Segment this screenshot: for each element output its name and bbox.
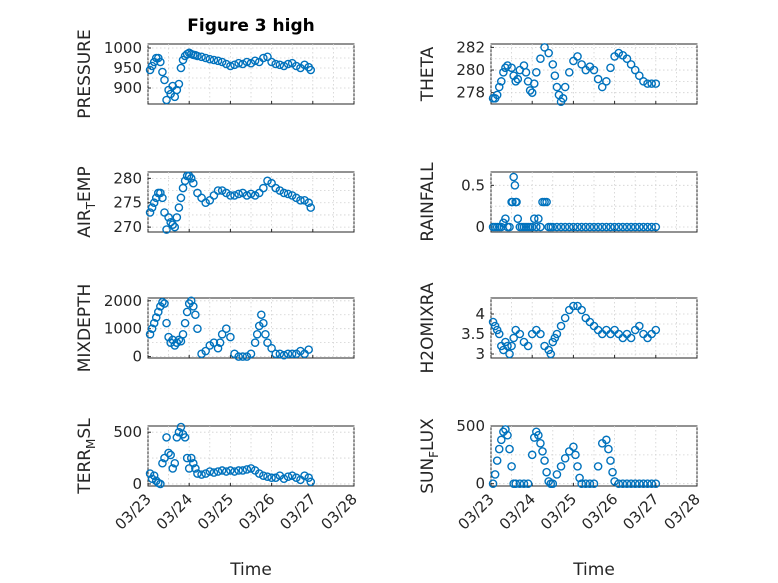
- y-tick-label: 0.5: [461, 176, 485, 194]
- y-tick-label: 275: [113, 194, 142, 212]
- x-tick-label: 03/27: [276, 490, 319, 533]
- y-axis-label: AIRTEMP: [75, 166, 98, 237]
- y-tick-label: 900: [113, 79, 142, 97]
- subplot-terr_msl: 0 500 TERRMSL 03/2303/2403/2503/2603/2703/2…: [75, 418, 361, 534]
- y-axis-label: THETA: [418, 46, 438, 102]
- y-axis-label: SUNFLUX: [418, 418, 441, 494]
- y-tick-label: 270: [113, 218, 142, 236]
- y-tick-label: 0: [475, 218, 485, 236]
- subplot-theta: 278 280 282 THETA: [418, 38, 697, 105]
- subplot-mixdepth: 0 1000 2000 MIXDEPTH: [75, 284, 354, 373]
- y-tick-label: 0: [132, 475, 142, 493]
- y-tick-label: 280: [456, 61, 485, 79]
- x-tick-label: 03/26: [235, 490, 278, 533]
- x-axis-label-left: Time: [229, 560, 272, 580]
- y-tick-label: 282: [456, 38, 485, 56]
- y-axis-label: RAINFALL: [418, 162, 438, 242]
- subplot-h2omixra: 3 3.5 4 H2OMIXRA: [418, 282, 697, 373]
- x-tick-label: 03/25: [194, 490, 237, 533]
- x-tick-label: 03/23: [112, 490, 155, 533]
- y-tick-label: 1000: [104, 320, 142, 338]
- x-tick-label: 03/28: [661, 490, 704, 533]
- x-axis-label-right: Time: [572, 560, 615, 580]
- subplot-rainfall: 0 0.5 RAINFALL: [418, 162, 697, 242]
- y-tick-label: 1000: [104, 39, 142, 57]
- y-axis-label: H2OMIXRA: [418, 282, 438, 373]
- y-axis-label: PRESSURE: [75, 29, 95, 118]
- subplot-sun_flux: 0 500 SUNFLUX 03/2303/2403/2503/2603/2703/2…: [418, 417, 704, 533]
- x-tick-label: 03/27: [619, 490, 662, 533]
- y-tick-label: 280: [113, 169, 142, 187]
- y-tick-label: 2000: [104, 292, 142, 310]
- y-tick-label: 3: [475, 345, 485, 363]
- x-tick-label: 03/25: [537, 490, 580, 533]
- y-tick-label: 0: [475, 475, 485, 493]
- figure-canvas: Figure 3 high 900 950 1000 PRESSURE 278 280 28…: [0, 0, 778, 583]
- y-axis-label: MIXDEPTH: [75, 284, 95, 373]
- x-tick-label: 03/24: [153, 490, 196, 533]
- x-tick-label: 03/26: [578, 490, 621, 533]
- subplot-air_temp: 270 275 280 AIRTEMP: [75, 166, 354, 237]
- subplot-pressure: 900 950 1000 PRESSURE: [75, 29, 354, 118]
- y-tick-label: 278: [456, 84, 485, 102]
- x-tick-label: 03/23: [455, 490, 498, 533]
- y-tick-label: 4: [475, 305, 485, 323]
- y-tick-label: 500: [113, 423, 142, 441]
- y-tick-label: 3.5: [461, 325, 485, 343]
- y-tick-label: 500: [456, 417, 485, 435]
- figure-title: Figure 3 high: [187, 16, 315, 36]
- x-tick-label: 03/28: [318, 490, 361, 533]
- x-tick-label: 03/24: [496, 490, 539, 533]
- y-axis-label: TERRMSL: [75, 418, 98, 495]
- subplot-grid: 900 950 1000 PRESSURE 278 280 282 THETA 270 275 28…: [75, 29, 704, 533]
- y-tick-label: 0: [132, 348, 142, 366]
- y-tick-label: 950: [113, 59, 142, 77]
